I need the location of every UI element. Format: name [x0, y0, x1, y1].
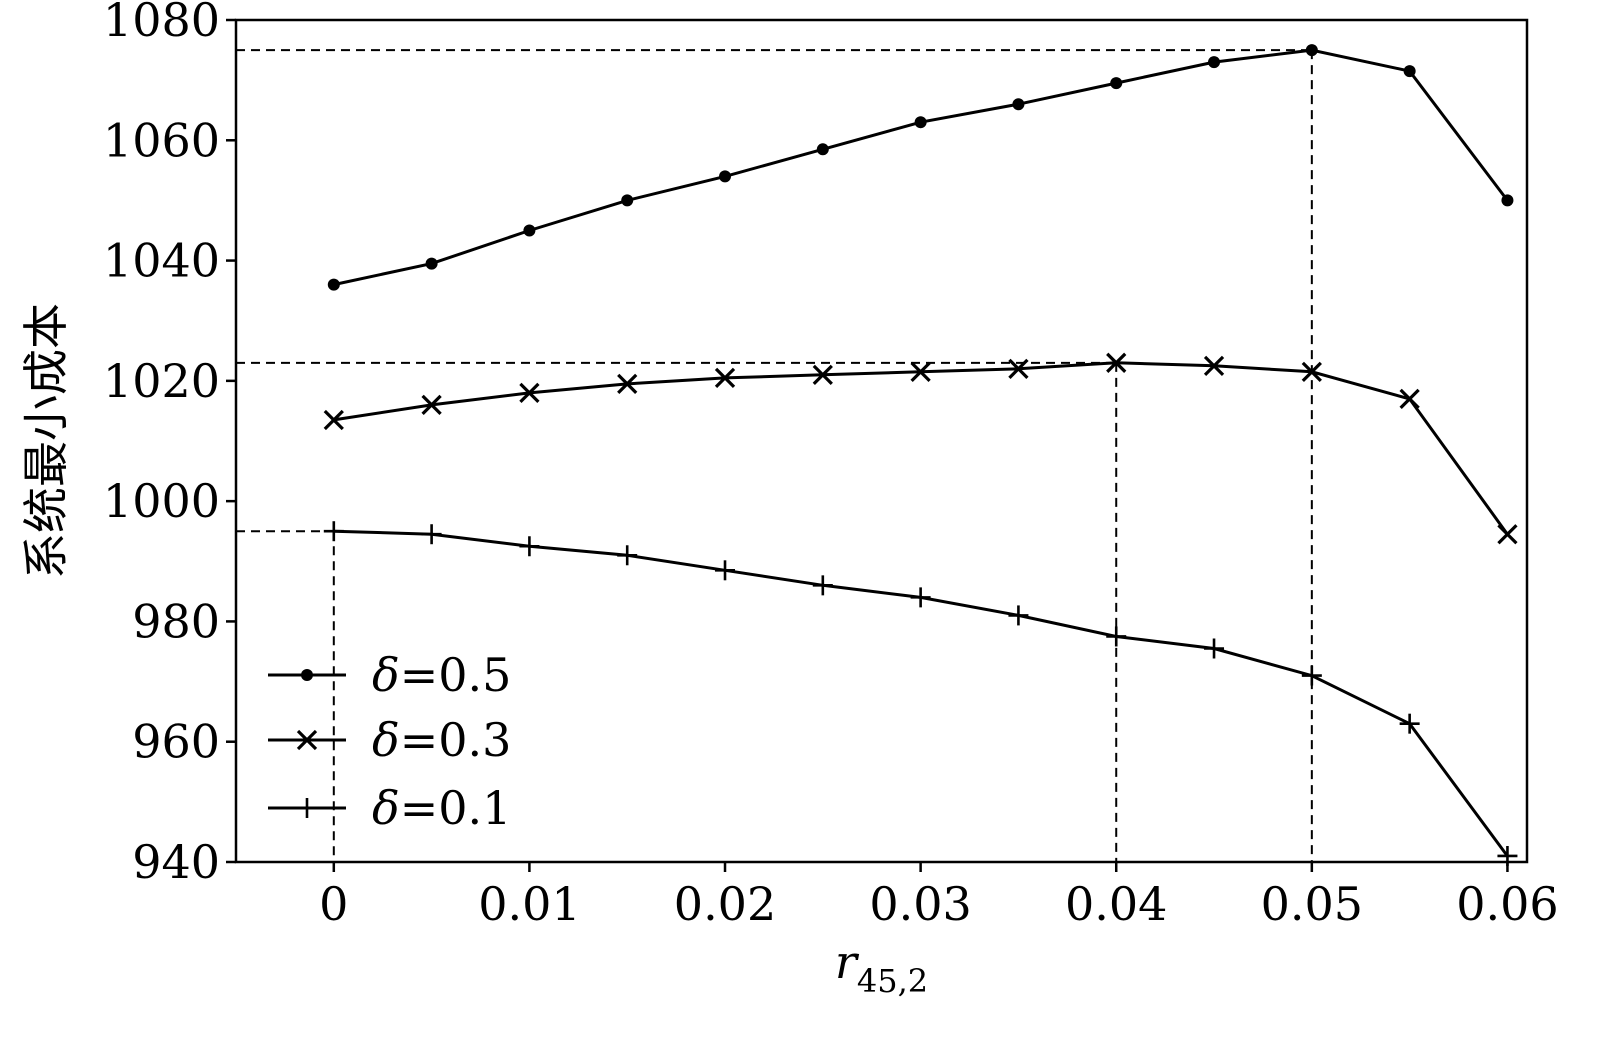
x-tick-label-4: 0.04: [1065, 877, 1167, 931]
data-point-1-1: [421, 394, 442, 416]
legend-symbol-1: δ: [372, 713, 400, 767]
x-axis-label-main: r: [835, 935, 860, 989]
x-marker-stroke-b: [812, 364, 833, 385]
x-marker-stroke-b: [1497, 524, 1518, 545]
x-axis: 0 0.01 0.02 0.03 0.04 0.05 0.06: [319, 862, 1559, 931]
data-point-2-4: [715, 560, 736, 581]
series-group: [323, 44, 1518, 866]
data-point-1-3: [617, 373, 638, 394]
data-point-1-11: [1399, 388, 1420, 410]
x-tick-label-2: 0.02: [674, 877, 776, 931]
series-line-0: [333, 48, 1509, 287]
legend-marker-1: [296, 729, 318, 751]
data-point-2-2: [519, 536, 540, 557]
legend-value-2: =0.1: [400, 781, 512, 835]
data-point-2-3: [617, 545, 638, 566]
x-tick-label-1: 0.01: [478, 877, 580, 931]
data-point-0-2: [523, 224, 536, 237]
data-point-2-8: [1106, 626, 1127, 647]
data-point-0-10: [1305, 44, 1318, 57]
x-marker-stroke-b: [421, 394, 442, 416]
legend-value-1: =0.3: [400, 713, 512, 767]
data-point-2-10: [1301, 665, 1322, 686]
x-marker-stroke-b: [1008, 358, 1029, 379]
data-point-0-11: [1403, 65, 1416, 78]
y-tick-label-6: 1060: [103, 113, 220, 167]
data-point-0-6: [914, 116, 927, 129]
data-point-2-11: [1399, 713, 1420, 734]
x-marker-stroke-b: [1301, 361, 1322, 382]
data-point-1-12: [1497, 524, 1518, 545]
plot-frame: [234, 18, 1529, 864]
legend: δ=0.5δ=0.3δ=0.1: [268, 648, 511, 835]
y-tick-label-1: 960: [132, 715, 220, 769]
data-point-0-7: [1012, 98, 1025, 111]
data-point-1-5: [812, 364, 833, 385]
data-point-1-8: [1106, 352, 1127, 373]
y-tick-label-7: 1080: [103, 0, 220, 47]
data-point-1-10: [1301, 361, 1322, 382]
data-point-1-9: [1203, 355, 1225, 376]
data-point-0-3: [621, 194, 634, 207]
x-marker-stroke-b: [323, 409, 344, 431]
legend-symbol-0: δ: [372, 648, 400, 702]
x-axis-label-subscript: 45,2: [857, 962, 928, 1000]
legend-label-2: δ=0.1: [372, 781, 511, 835]
data-point-1-6: [910, 361, 931, 382]
legend-entry-1: δ=0.3: [268, 713, 511, 767]
series-2: [323, 521, 1518, 866]
x-marker-stroke-b: [714, 367, 736, 388]
x-marker-stroke-b: [519, 382, 540, 404]
data-point-1-4: [714, 367, 736, 388]
legend-value-0: =0.5: [400, 648, 512, 702]
legend-entry-0: δ=0.5: [268, 648, 511, 702]
y-tick-label-3: 1000: [103, 474, 220, 528]
data-point-0-9: [1208, 56, 1221, 69]
data-point-2-6: [910, 587, 931, 608]
legend-entry-2: δ=0.1: [268, 781, 511, 835]
y-tick-label-4: 1020: [103, 354, 220, 408]
legend-marker-2: [297, 798, 317, 818]
x-marker-stroke-b: [617, 373, 638, 394]
data-point-2-5: [812, 575, 833, 596]
data-point-2-7: [1008, 605, 1029, 626]
x-marker-stroke-b: [910, 361, 931, 382]
x-tick-label-3: 0.03: [869, 877, 971, 931]
legend-symbol-2: δ: [372, 781, 400, 835]
y-axis-label: 系统最小成本: [19, 303, 73, 579]
data-point-0-0: [327, 278, 340, 291]
data-point-0-12: [1501, 194, 1514, 207]
legend-marker-0: [301, 669, 313, 681]
x-marker-stroke-b: [1106, 352, 1127, 373]
data-point-0-4: [719, 170, 732, 183]
y-tick-label-5: 1040: [103, 234, 220, 288]
data-point-0-5: [816, 143, 829, 156]
series-line-1: [333, 361, 1509, 536]
data-point-1-7: [1008, 358, 1029, 379]
series-1: [323, 352, 1518, 545]
x-tick-label-5: 0.05: [1261, 877, 1363, 931]
data-point-2-9: [1204, 638, 1225, 659]
x-axis-label: r45,2: [835, 935, 928, 1000]
data-point-0-8: [1110, 77, 1123, 90]
data-point-2-1: [421, 524, 442, 545]
x-marker-stroke-b: [1399, 388, 1420, 410]
data-point-1-0: [323, 409, 344, 431]
x-tick-label-0: 0: [319, 877, 348, 931]
y-tick-label-0: 940: [132, 835, 220, 889]
x-marker-stroke-b: [1203, 355, 1225, 376]
data-point-0-1: [425, 257, 438, 270]
x-tick-label-6: 0.06: [1456, 877, 1558, 931]
data-point-1-2: [519, 382, 540, 404]
legend-label-1: δ=0.3: [372, 713, 511, 767]
y-tick-label-2: 980: [132, 594, 220, 648]
x-marker-stroke-b: [296, 729, 318, 751]
legend-label-0: δ=0.5: [372, 648, 511, 702]
series-0: [327, 44, 1514, 291]
data-point-2-0: [323, 521, 344, 542]
y-axis: 940 960 980 1000 1020 1040 1060 1080: [103, 0, 236, 889]
